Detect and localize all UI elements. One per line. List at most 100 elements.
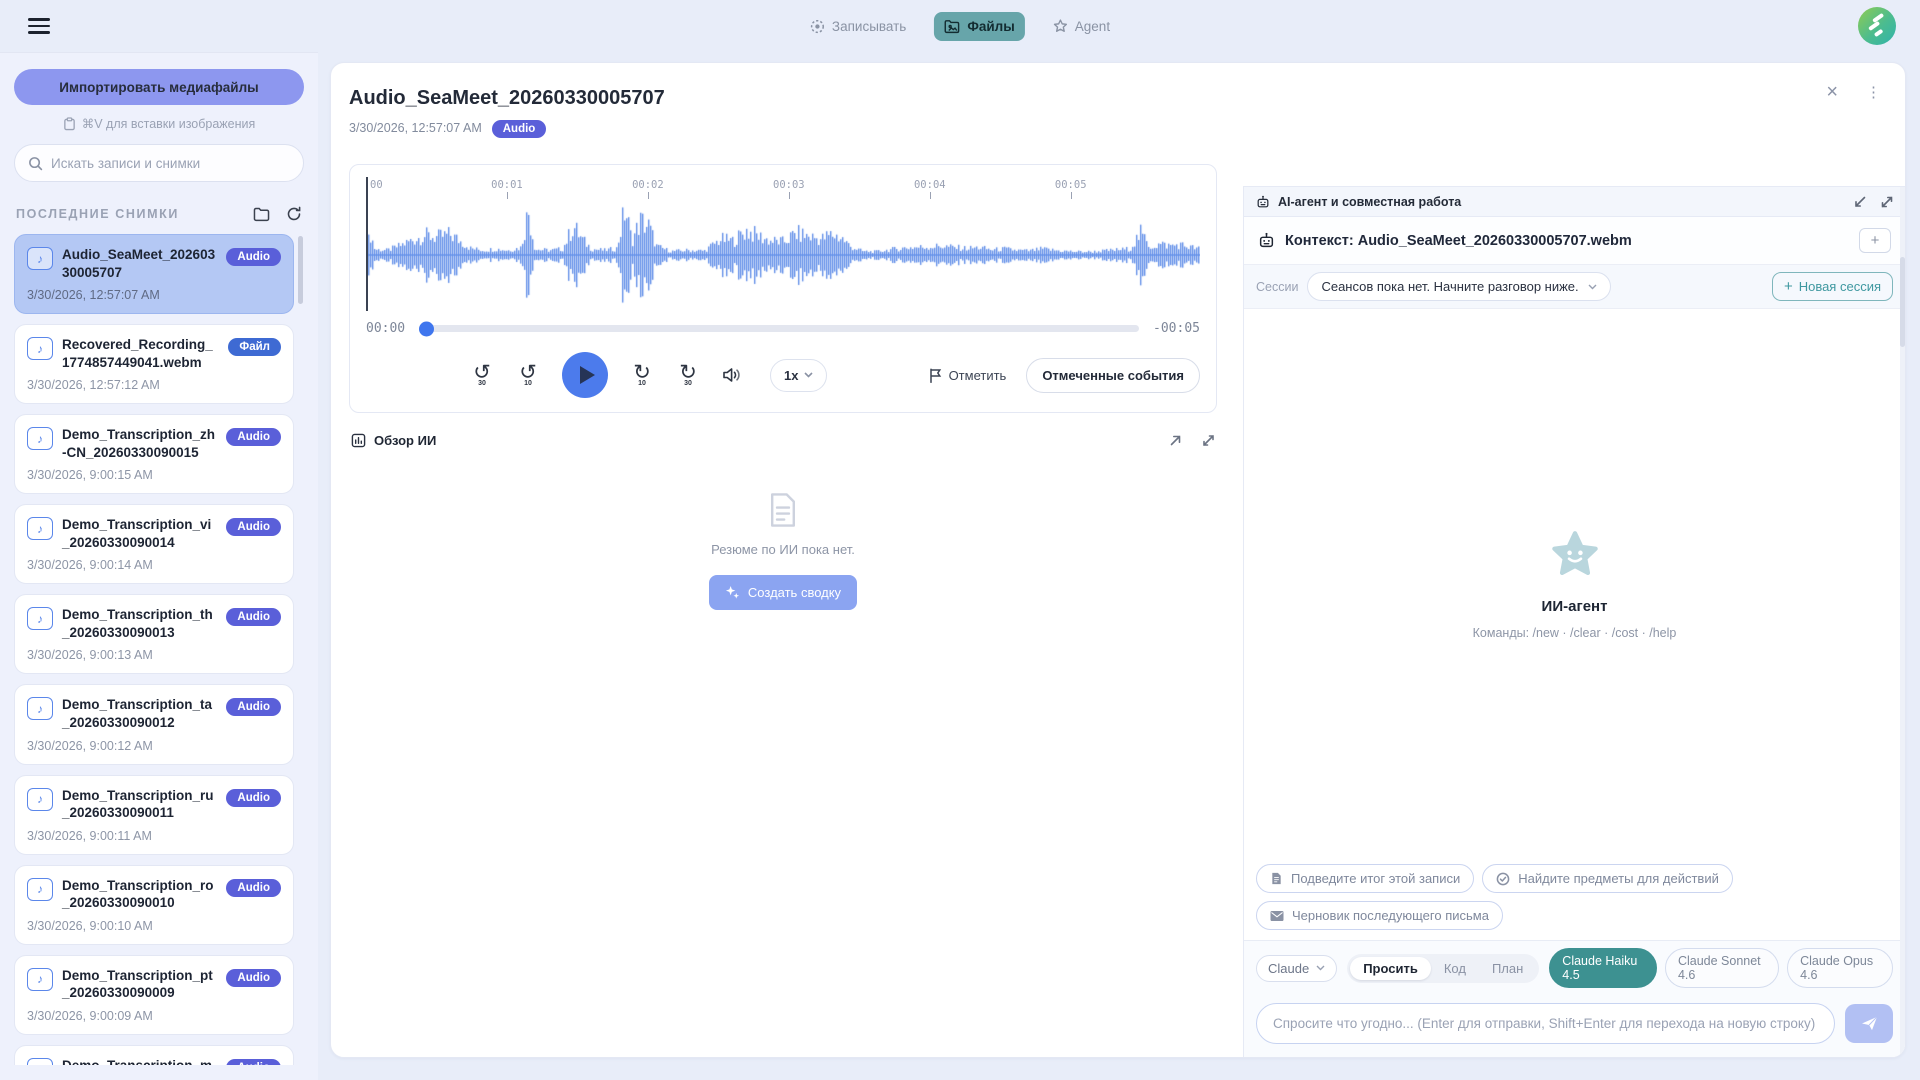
tab-agent[interactable]: Agent: [1043, 12, 1120, 41]
model-pill[interactable]: Claude Haiku 4.5: [1549, 948, 1657, 988]
media-note-icon: ♪: [27, 337, 53, 361]
chevron-down-icon: [1316, 965, 1325, 971]
list-item[interactable]: ♪ Recovered_Recording_1774857449041.webm…: [14, 324, 294, 405]
list-item-date: 3/30/2026, 9:00:10 AM: [27, 918, 153, 933]
close-icon[interactable]: ×: [1826, 81, 1838, 103]
skip-back-10-button[interactable]: ↺ 10: [519, 361, 537, 388]
context-label: Контекст: Audio_SeaMeet_20260330005707.w…: [1285, 232, 1632, 249]
collapse-panel-icon[interactable]: [1854, 196, 1866, 208]
topbar: Записывать Файлы Agent: [0, 0, 1920, 52]
suggestion-chip[interactable]: Подведите итог этой записи: [1256, 864, 1475, 893]
page-title: Audio_SeaMeet_20260330005707: [349, 87, 665, 109]
sidebar-scrollbar[interactable]: [298, 236, 303, 304]
open-overview-icon[interactable]: [1169, 434, 1182, 447]
list-item[interactable]: ♪ Demo_Transcription_ro_20260330090010 A…: [14, 864, 294, 945]
ruler-tick-label: 00:03: [773, 179, 805, 191]
agent-star-face-icon: [1551, 530, 1598, 575]
import-media-button[interactable]: Импортировать медиафайлы: [14, 69, 304, 105]
list-item-badge: Файл: [228, 338, 281, 357]
expand-overview-icon[interactable]: [1202, 434, 1215, 447]
panel-scrollbar[interactable]: [1900, 187, 1905, 1057]
robot-icon: [1257, 195, 1269, 207]
list-item-badge: Audio: [226, 428, 281, 447]
ask-input[interactable]: [1256, 1003, 1835, 1044]
sessions-dropdown[interactable]: Сеансов пока нет. Начните разговор ниже.: [1307, 272, 1611, 301]
new-session-button[interactable]: + Новая сессия: [1771, 272, 1893, 301]
list-item-date: 3/30/2026, 9:00:13 AM: [27, 648, 153, 663]
waveform[interactable]: [366, 199, 1200, 311]
model-pill[interactable]: Claude Opus 4.6: [1787, 948, 1893, 988]
list-item-title: Demo_Transcription_ms_20260330090007: [62, 1057, 217, 1065]
send-button[interactable]: [1845, 1004, 1893, 1043]
seek-slider-thumb[interactable]: [419, 321, 435, 336]
list-item[interactable]: ♪ Demo_Transcription_pt_20260330090009 A…: [14, 954, 294, 1035]
model-pills: Claude Haiku 4.5 Claude Sonnet 4.6 Claude …: [1549, 948, 1893, 988]
mode-option[interactable]: Просить: [1350, 956, 1431, 980]
list-item-date: 3/30/2026, 9:00:11 AM: [27, 828, 152, 843]
skip-forward-10-button[interactable]: ↻ 10: [633, 361, 651, 388]
volume-button[interactable]: [722, 366, 742, 384]
remaining-time: -00:05: [1153, 321, 1200, 336]
skip-forward-30-button[interactable]: ↻ 30: [679, 361, 697, 388]
mode-segmented-control: Просить Код План: [1347, 953, 1540, 983]
expand-panel-icon[interactable]: [1881, 196, 1893, 208]
playback-speed-button[interactable]: 1x: [770, 358, 828, 392]
list-item[interactable]: ♪ Demo_Transcription_th_20260330090013 A…: [14, 594, 294, 675]
skip-back-30-button[interactable]: ↺ 30: [473, 361, 491, 388]
mode-option[interactable]: План: [1491, 960, 1524, 976]
list-item[interactable]: ♪ Demo_Transcription_ta_20260330090012 A…: [14, 684, 294, 765]
play-button[interactable]: [562, 352, 608, 398]
add-context-button[interactable]: +: [1859, 228, 1891, 253]
search-icon: [29, 156, 43, 170]
list-item-date: 3/30/2026, 12:57:07 AM: [27, 288, 160, 303]
sparkles-icon: [725, 585, 739, 599]
create-summary-button[interactable]: Создать сводку: [708, 575, 858, 610]
doc-icon: [1270, 872, 1283, 885]
tab-files[interactable]: Файлы: [934, 11, 1025, 41]
ruler-tick-label: 00:05: [1054, 179, 1087, 191]
media-note-icon: ♪: [27, 877, 53, 901]
ruler-tick-mark: [506, 192, 509, 199]
list-item-title: Demo_Transcription_vi_20260330090014: [62, 517, 212, 550]
search-input[interactable]: [51, 155, 290, 171]
player-column: Audio_SeaMeet_20260330005707 3/30/2026, …: [331, 63, 1243, 1057]
list-item[interactable]: ♪ Demo_Transcription_ru_20260330090011 A…: [14, 774, 294, 855]
list-item-title: Audio_SeaMeet_20260330005707: [62, 247, 216, 280]
main-card: × ⋮ Audio_SeaMeet_20260330005707 3/30/20…: [330, 62, 1906, 1058]
seek-slider[interactable]: [419, 321, 1140, 336]
list-item-date: 3/30/2026, 9:00:14 AM: [27, 558, 153, 573]
more-options-icon[interactable]: ⋮: [1866, 84, 1881, 101]
recording-type-badge: Audio: [491, 120, 547, 138]
list-item[interactable]: ♪ Audio_SeaMeet_20260330005707 Audio 3/3…: [14, 234, 294, 315]
list-item[interactable]: ♪ Demo_Transcription_vi_20260330090014 A…: [14, 504, 294, 585]
volume-icon: [723, 368, 740, 382]
search-box[interactable]: [14, 144, 304, 182]
ruler-tick-mark: [929, 192, 932, 199]
tab-record[interactable]: Записывать: [800, 12, 916, 41]
check-icon: [1496, 872, 1510, 886]
ai-overview-header: Обзор ИИ: [349, 433, 1217, 448]
suggestion-chip[interactable]: Черновик последующего письма: [1256, 901, 1503, 930]
app-logo[interactable]: [1858, 7, 1896, 45]
recordings-list: ♪ Audio_SeaMeet_20260330005707 Audio 3/3…: [14, 234, 304, 1065]
list-item[interactable]: ♪ Demo_Transcription_ms_20260330090007 A…: [14, 1044, 294, 1065]
playhead[interactable]: [366, 177, 368, 311]
folder-icon[interactable]: [253, 207, 270, 222]
sessions-label: Сессии: [1256, 279, 1299, 294]
hamburger-menu-icon[interactable]: [28, 14, 50, 38]
recent-section-title: ПОСЛЕДНИЕ СНИМКИ: [16, 207, 179, 221]
refresh-icon[interactable]: [286, 206, 302, 222]
list-item-badge: Audio: [226, 968, 281, 987]
provider-dropdown[interactable]: Claude: [1256, 954, 1338, 982]
recording-date: 3/30/2026, 12:57:07 AM: [349, 121, 482, 135]
suggestion-chip[interactable]: Найдите предметы для действий: [1482, 864, 1733, 893]
mode-option[interactable]: Код: [1443, 960, 1466, 976]
plus-icon: +: [1783, 277, 1793, 295]
marked-events-button[interactable]: Отмеченные события: [1026, 357, 1200, 393]
list-item[interactable]: ♪ Demo_Transcription_zh-CN_2026033009001…: [14, 414, 294, 495]
model-pill[interactable]: Claude Sonnet 4.6: [1664, 948, 1780, 988]
list-item-title: Demo_Transcription_ru_20260330090011: [62, 787, 214, 821]
current-time: 00:00: [366, 321, 406, 336]
list-item-badge: Audio: [226, 788, 281, 807]
mark-event-button[interactable]: Отметить: [929, 368, 1006, 383]
